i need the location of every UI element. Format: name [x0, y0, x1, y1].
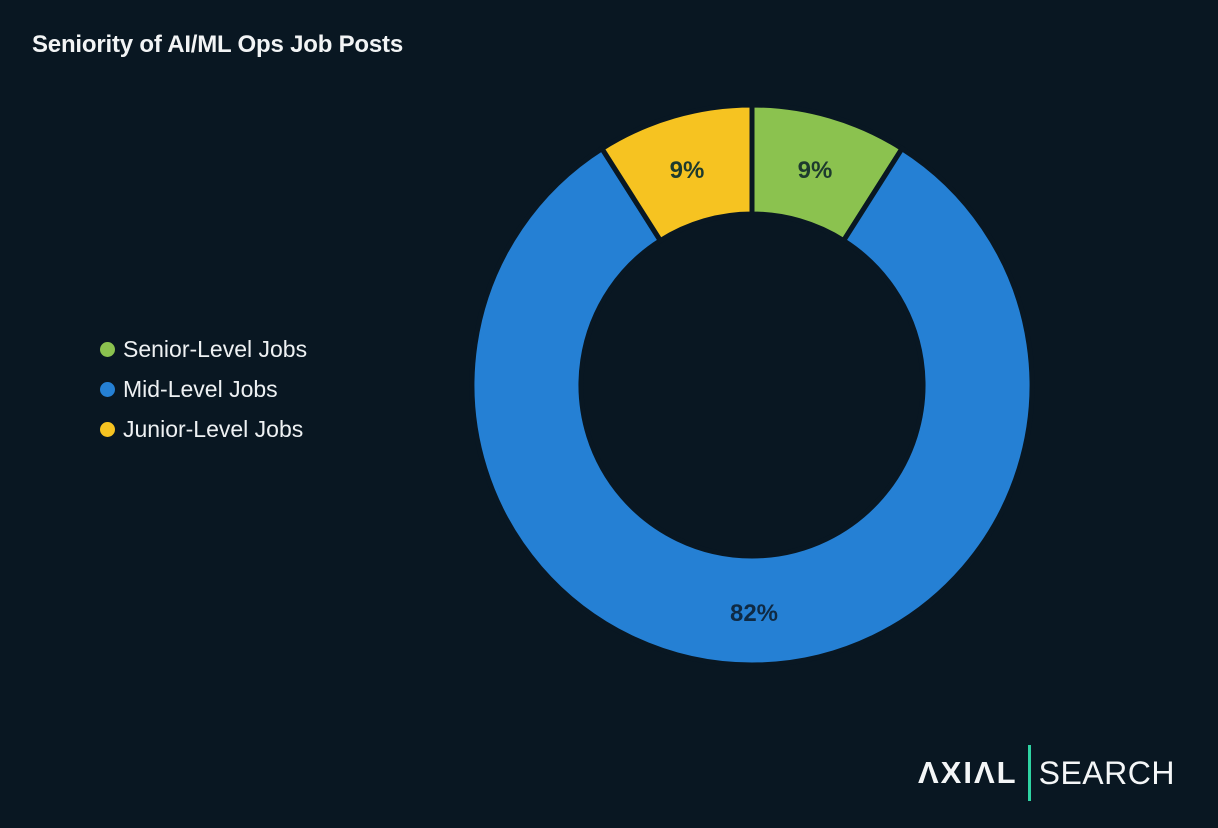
slice-junior[interactable]	[598, 102, 755, 245]
legend-label: Mid-Level Jobs	[123, 375, 278, 402]
logo-divider	[1027, 745, 1031, 801]
slice-label-senior: 9%	[798, 157, 833, 184]
legend-item-junior[interactable]: Junior-Level Jobs	[100, 414, 307, 444]
legend-item-senior[interactable]: Senior-Level Jobs	[100, 334, 307, 364]
chart-legend: Senior-Level Jobs Mid-Level Jobs Junior-…	[100, 334, 307, 444]
logo-brand: ΛXIΛL	[918, 755, 1018, 790]
legend-label: Senior-Level Jobs	[123, 335, 308, 362]
axial-search-logo: ΛXIΛL SEARCH	[918, 744, 1175, 802]
legend-dot-senior-icon	[100, 341, 115, 357]
slice-label-mid: 82%	[730, 600, 778, 627]
chart-title: Seniority of AI/ML Ops Job Posts	[32, 31, 403, 58]
legend-label: Junior-Level Jobs	[123, 415, 304, 442]
legend-item-mid[interactable]: Mid-Level Jobs	[100, 374, 307, 404]
legend-dot-mid-icon	[100, 381, 115, 397]
logo-product: SEARCH	[1038, 754, 1175, 791]
slice-label-junior: 9%	[670, 157, 705, 184]
legend-dot-junior-icon	[100, 421, 115, 437]
donut-slices	[469, 102, 1035, 668]
slice-mid[interactable]	[469, 145, 1035, 668]
